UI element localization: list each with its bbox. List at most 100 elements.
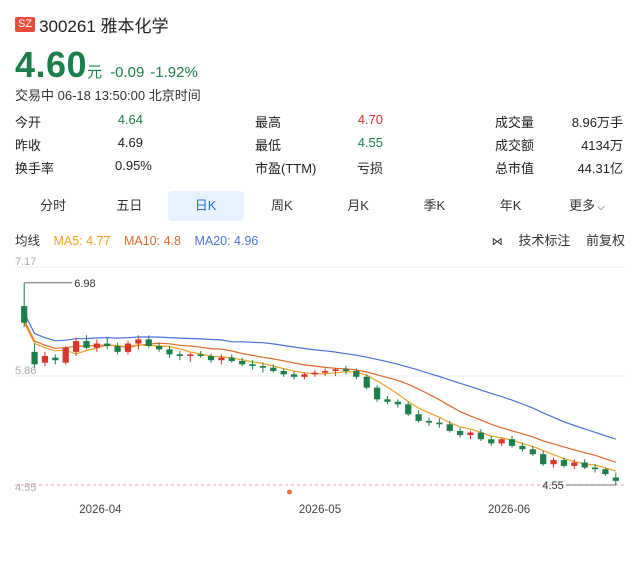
stats-row: 今开 4.64 最高 4.70 成交量 8.96万手 [15, 112, 625, 135]
candle-body [93, 343, 100, 348]
ma5-line [23, 322, 616, 472]
candle-body [488, 439, 495, 444]
open-label: 今开 [15, 115, 42, 130]
candle-body [114, 346, 121, 352]
volume-value: 8.96万手 [571, 115, 623, 130]
ma10-value: MA10: 4.8 [123, 234, 181, 248]
candle-body [373, 387, 381, 400]
price-unit: 元 [87, 64, 103, 81]
tab-daily-k[interactable]: 日K [167, 191, 244, 221]
candle-body [529, 449, 536, 455]
tab-weekly-k[interactable]: 周K [271, 198, 293, 213]
candle-body [415, 414, 422, 421]
candle-body [249, 364, 256, 367]
candle-body [218, 357, 225, 361]
candle-body [508, 439, 516, 446]
ma10-line [23, 320, 616, 463]
current-price: 4.60 [15, 44, 88, 85]
candle-body [197, 354, 204, 357]
candle-body [72, 341, 80, 352]
candle-body [540, 454, 547, 465]
technical-annotation-button[interactable]: ⋈ 技术标注 [480, 233, 571, 248]
ma-label: 均线 [15, 234, 41, 248]
candle-body [207, 356, 215, 361]
open-value: 4.64 [117, 112, 143, 127]
candle-body [280, 371, 287, 375]
forward-adjust-button[interactable]: 前复权 [585, 233, 625, 248]
turnover-value: 0.95% [115, 158, 152, 173]
candle-body [270, 367, 277, 372]
candle-body [457, 430, 464, 436]
prev-close-label: 昨收 [15, 138, 42, 153]
candle-body [467, 432, 474, 436]
price-change-pct: -1.92% [150, 64, 198, 81]
candle-body [550, 460, 557, 465]
high-label: 最高 [255, 115, 282, 130]
kline-chart[interactable]: 7.17 5.86 4.55 2026-04 2026-05 2026-06 6.98 4.5… [15, 255, 625, 525]
pe-value: 亏损 [356, 161, 383, 176]
low-label: 最低 [255, 138, 282, 153]
candle-body [446, 424, 453, 431]
market-cap-value: 44.31亿 [577, 161, 623, 176]
candle-body [612, 477, 619, 481]
tab-more[interactable]: 更多 ⌵ [549, 191, 625, 221]
candle-body [21, 306, 28, 323]
market-cap-label: 总市值 [495, 161, 535, 176]
candle-body [259, 366, 267, 368]
price-row: 4.60 元 -0.09 -1.92% [15, 44, 204, 86]
ma20-value: MA20: 4.96 [194, 234, 259, 248]
pe-label: 市盈(TTM) [255, 161, 317, 176]
chart-tools: ⋈ 技术标注 前复权 [468, 230, 625, 249]
exchange-badge: SZ [15, 17, 36, 32]
ma5-value: MA5: 4.77 [53, 234, 111, 248]
min-price-label: 4.55 [542, 480, 563, 492]
x-tick-label: 2026-04 [79, 504, 122, 516]
volume-label: 成交量 [495, 115, 535, 130]
trading-status: 交易中 06-18 13:50:00 北京时间 [15, 88, 201, 103]
candle-body [187, 354, 194, 357]
candle-body [322, 371, 329, 373]
candle-body [311, 372, 318, 375]
tab-intraday[interactable]: 分时 [40, 198, 67, 213]
stats-grid: 今开 4.64 最高 4.70 成交量 8.96万手 昨收 4.69 最低 4.… [15, 112, 625, 181]
candle-body [363, 376, 370, 388]
candle-body [425, 420, 433, 423]
candle-body [135, 339, 142, 344]
candle-body [342, 369, 350, 372]
stats-row: 换手率 0.95% 市盈(TTM) 亏损 总市值 44.31亿 [15, 158, 625, 181]
y-tick-label: 5.86 [15, 365, 36, 377]
candle-body [104, 343, 111, 347]
tab-yearly-k[interactable]: 年K [499, 198, 522, 213]
candle-body [290, 374, 298, 377]
max-price-label: 6.98 [74, 278, 95, 290]
x-tick-label: 2026-05 [299, 504, 341, 516]
stock-title: 300261 雅本化学 [39, 17, 169, 36]
candle-body [353, 371, 360, 377]
candle-body [228, 357, 235, 362]
tab-monthly-k[interactable]: 月K [347, 198, 369, 213]
candle-body [405, 404, 412, 415]
candle-body [581, 462, 588, 468]
candle-body [176, 354, 183, 357]
candle-body [239, 361, 246, 365]
event-marker-dot [287, 489, 292, 495]
low-value: 4.55 [357, 135, 383, 150]
candle-body [41, 356, 49, 363]
ma-legend: 均线 MA5: 4.77 MA10: 4.8 MA20: 4.96 [15, 230, 625, 249]
tab-quarterly-k[interactable]: 季K [423, 198, 446, 213]
amount-label: 成交额 [495, 138, 535, 153]
candle-body [560, 460, 568, 466]
ma20-line [23, 312, 616, 440]
candle-body [52, 357, 59, 361]
candle-body [301, 374, 308, 377]
prev-close-value: 4.69 [117, 135, 143, 150]
chevron-down-icon: ⌵ [597, 202, 605, 213]
candle-body [384, 399, 391, 402]
candle-body [332, 369, 339, 372]
tab-more-label: 更多 [569, 198, 596, 213]
tab-five-day[interactable]: 五日 [116, 198, 143, 213]
candle-body [602, 469, 609, 475]
period-tabs: 分时 五日 日K 周K 月K 季K 年K 更多 ⌵ [15, 191, 625, 221]
candle-body [571, 462, 578, 466]
price-change: -0.09 [110, 64, 145, 81]
